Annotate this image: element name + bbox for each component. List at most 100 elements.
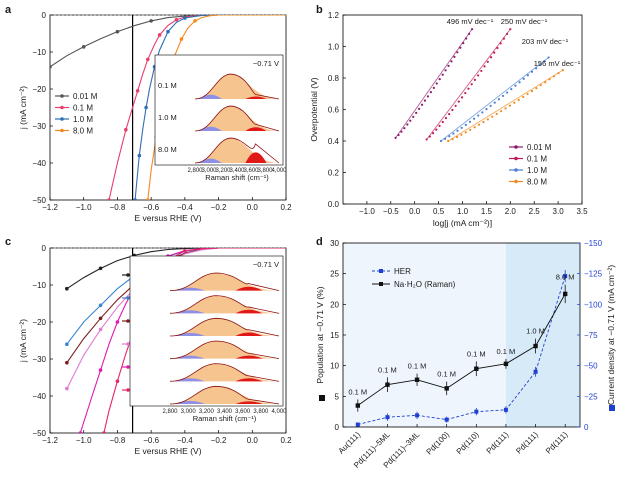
series-point xyxy=(135,89,140,93)
x-tick-label: −0.2 xyxy=(211,436,227,445)
legend-label: 0.01 M xyxy=(527,143,552,152)
series-point xyxy=(166,29,170,34)
series-line xyxy=(50,15,286,68)
y-tick-label: −10 xyxy=(32,48,46,57)
tafel-point xyxy=(522,77,525,80)
na-point xyxy=(355,403,361,408)
tafel-point xyxy=(477,74,480,77)
tafel-point xyxy=(452,132,455,135)
series-line xyxy=(66,248,286,290)
raman-band-main xyxy=(170,272,279,291)
series-point xyxy=(65,386,69,391)
y-tick-label: 0 xyxy=(335,423,340,432)
legend-label: 0.01 M xyxy=(73,92,98,101)
legend-marker xyxy=(514,179,518,184)
x-tick-label: 0.0 xyxy=(247,436,259,445)
her-point xyxy=(385,415,390,420)
tafel-point xyxy=(477,123,481,126)
x-tick-label: −0.4 xyxy=(177,436,193,445)
tafel-point xyxy=(460,126,463,129)
inset-row-label: 1.0 M xyxy=(158,113,177,122)
y-tick-label: 25 xyxy=(330,270,339,279)
y-tick-label: 1.2 xyxy=(328,11,340,20)
panel-d: d 0 5 10 15 20 25 30 0 −25 −50 −75 −100 −125 −150 Au(11… xyxy=(315,236,616,470)
concentration-label: 1.0 M xyxy=(526,327,545,336)
na-point xyxy=(503,361,509,367)
y2-tick-label: −25 xyxy=(584,392,598,401)
raman-spectrum-line xyxy=(169,363,280,382)
tafel-point xyxy=(457,100,460,103)
y2-tick-label: −50 xyxy=(584,362,598,371)
series-point xyxy=(193,19,197,23)
tafel-point xyxy=(535,87,538,90)
panel-b: b −1.0 −0.5 0.0 0.5 1.0 1.5 2.0 2.5 3.0 3.5 0.0 0.2 0… xyxy=(309,4,588,228)
tafel-point xyxy=(451,108,454,112)
y2-axis-marker xyxy=(609,405,615,411)
series-point xyxy=(98,266,103,271)
series-point xyxy=(174,18,179,22)
inset-tick-label: 4,000 xyxy=(271,409,287,415)
x-tick-label: 3.0 xyxy=(553,207,565,216)
x-tick-label: 2.5 xyxy=(529,207,541,216)
na-point xyxy=(562,291,568,297)
na-point xyxy=(414,377,420,382)
y-tick-label: −20 xyxy=(32,85,46,94)
inset-tick-label: 2,800 xyxy=(162,409,178,415)
tafel-point xyxy=(481,111,484,114)
series-point xyxy=(65,286,69,291)
y-tick-label: 0 xyxy=(42,244,47,253)
her-point xyxy=(474,409,479,414)
tafel-point xyxy=(522,95,525,99)
y-tick-label: 15 xyxy=(330,331,339,340)
legend-marker xyxy=(60,94,64,98)
panel-label: d xyxy=(316,236,323,248)
x-tick-label: 0.5 xyxy=(433,207,445,216)
y-tick-label: −10 xyxy=(32,281,46,290)
legend-label: 8.0 M xyxy=(527,178,547,187)
legend-label: 0.1 M xyxy=(73,104,93,113)
her-point xyxy=(444,417,449,422)
tafel-point xyxy=(517,98,520,101)
tafel-point xyxy=(468,120,472,123)
tafel-point xyxy=(464,91,467,95)
raman-band-main xyxy=(170,318,279,336)
her-point xyxy=(533,369,538,374)
panel-label: a xyxy=(5,4,12,16)
x-tick-label: Pd(111) xyxy=(544,430,570,456)
x-tick-label: −1.2 xyxy=(42,203,58,212)
tafel-point xyxy=(456,129,459,132)
raman-band-red xyxy=(235,332,263,336)
inset-tick-label: 3,600 xyxy=(235,409,251,415)
tafel-point xyxy=(420,103,424,106)
tafel-point xyxy=(460,96,464,99)
x-tick-label: −1.0 xyxy=(76,436,92,445)
x-tick-label: 0.0 xyxy=(247,203,259,212)
raman-spectrum-line xyxy=(194,105,280,132)
x-tick-label: −1.0 xyxy=(359,207,375,216)
concentration-label: 0.1 M xyxy=(378,365,397,374)
concentration-label: 0.1 M xyxy=(437,370,456,379)
x-tick-label: −0.8 xyxy=(110,436,126,445)
x-tick-label: −0.6 xyxy=(143,436,159,445)
tafel-point xyxy=(530,90,534,93)
tafel-fit-line xyxy=(447,69,564,142)
series-point xyxy=(133,198,137,200)
tafel-point xyxy=(409,119,412,122)
raman-spectrum-line xyxy=(194,73,280,100)
y-tick-label: 0.2 xyxy=(328,169,340,178)
series-point xyxy=(183,249,187,253)
raman-spectrum-line xyxy=(169,340,280,360)
shaded-region xyxy=(343,243,506,427)
tafel-point xyxy=(526,92,529,96)
y2-tick-label: −150 xyxy=(584,239,603,248)
tafel-point xyxy=(448,112,451,116)
y-axis-marker xyxy=(319,395,325,401)
inset-tick-label: 3,000 xyxy=(181,409,197,415)
tafel-point xyxy=(429,91,432,94)
legend-marker xyxy=(126,388,130,392)
legend-label: 0.1 M xyxy=(527,155,547,164)
x-tick-label: Pd(111) xyxy=(485,430,511,456)
series-point xyxy=(124,127,128,132)
shaded-region xyxy=(505,243,580,427)
x-tick-label: Pd(110) xyxy=(455,430,481,456)
